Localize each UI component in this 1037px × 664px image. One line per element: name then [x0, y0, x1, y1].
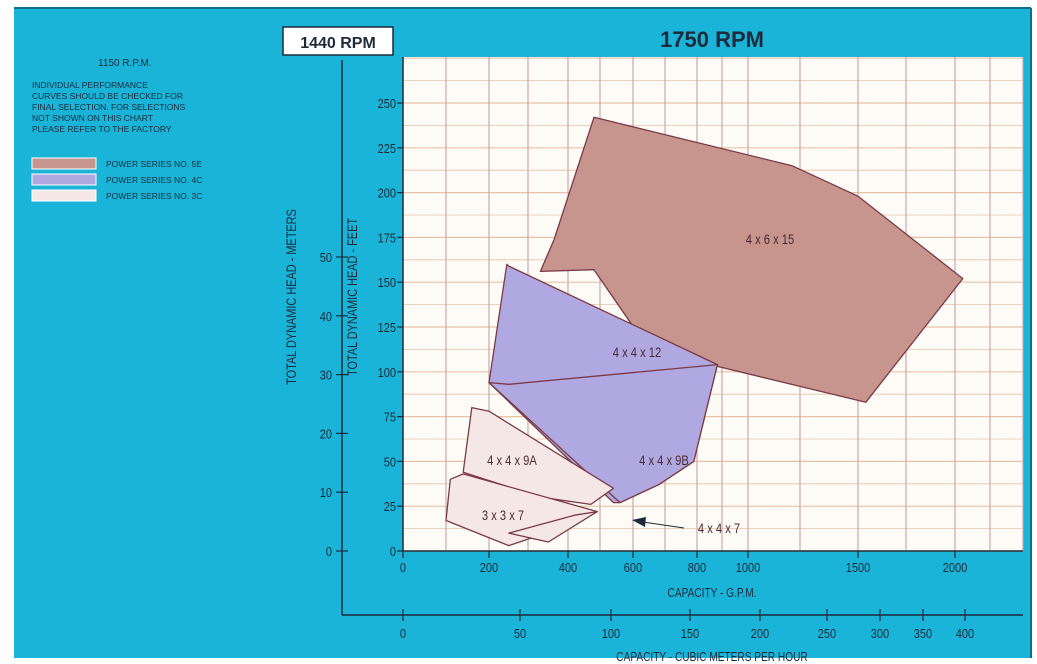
y-tick-label: 150 [378, 275, 397, 290]
note-line: INDIVIDUAL PERFORMANCE [32, 80, 148, 90]
y-tick-label: 175 [378, 231, 397, 246]
region-label: 4 x 4 x 9A [487, 453, 537, 468]
x-tick-label: 200 [480, 560, 499, 575]
x2-tick-label: 300 [871, 626, 890, 641]
performance-regions [445, 116, 964, 547]
y-tick-label: 0 [390, 544, 396, 559]
legend-swatch [31, 157, 97, 170]
y2-tick-label: 10 [320, 485, 333, 500]
y2-tick-label: 0 [326, 544, 332, 559]
x2-axis-label: CAPACITY - CUBIC METERS PER HOUR [616, 650, 807, 664]
region-label: 4 x 4 x 9B [639, 453, 689, 468]
y-axis-label: TOTAL DYNAMIC HEAD - FEET [345, 218, 361, 376]
y-tick-label: 250 [378, 96, 397, 111]
legend-label: POWER SERIES NO. 5E [106, 159, 202, 169]
x2-tick-label: 250 [818, 626, 837, 641]
x-tick-label: 1500 [846, 560, 871, 575]
legend-label: POWER SERIES NO. 3C [106, 191, 202, 201]
note-title: 1150 R.P.M. [98, 58, 152, 69]
region-labels: 4 x 6 x 15 4 x 4 x 12 4 x 4 x 9B 4 x 4 x 9A… [482, 232, 794, 536]
y2-tick-label: 40 [320, 309, 333, 324]
y-tick-label: 200 [378, 186, 397, 201]
y-tick-label: 25 [384, 499, 397, 514]
x2-tick-label: 0 [400, 626, 406, 641]
y2-tick-label: 30 [320, 368, 333, 383]
rpm-title: 1750 RPM [660, 27, 764, 52]
x2-tick-label: 200 [751, 626, 770, 641]
x2-tick-label: 50 [514, 626, 527, 641]
note-line: NOT SHOWN ON THIS CHART [32, 113, 153, 123]
region-label: 4 x 6 x 15 [746, 232, 794, 247]
region-4x4x9A [462, 406, 615, 506]
x-axis-label: CAPACITY - G.P.M. [668, 586, 757, 600]
x-tick-label: 0 [400, 560, 406, 575]
x2-tick-label: 350 [914, 626, 933, 641]
x2-tick-label: 100 [602, 626, 621, 641]
legend-label: POWER SERIES NO. 4C [106, 175, 202, 185]
x-tick-label: 800 [688, 560, 707, 575]
y-tick-label: 75 [384, 410, 397, 425]
y2-tick-label: 20 [320, 427, 333, 442]
x2-tick-label: 150 [681, 626, 700, 641]
x-tick-label: 1000 [736, 560, 761, 575]
y-tick-label: 100 [378, 365, 397, 380]
x-tick-label: 400 [559, 560, 578, 575]
pointer-line [642, 521, 685, 529]
y2-axis-label: TOTAL DYNAMIC HEAD - METERS [284, 209, 300, 385]
legend: POWER SERIES NO. 5E POWER SERIES NO. 4C PO… [31, 157, 202, 202]
region-label: 4 x 4 x 7 [698, 521, 740, 536]
region-label: 4 x 4 x 12 [613, 345, 661, 360]
note-line: CURVES SHOULD BE CHECKED FOR [32, 91, 183, 101]
region-label: 3 x 3 x 7 [482, 508, 524, 523]
note-line: FINAL SELECTION. FOR SELECTIONS [32, 102, 186, 112]
y-tick-label: 225 [378, 141, 397, 156]
rpm-box [282, 26, 394, 56]
note-panel: 1150 R.P.M. INDIVIDUAL PERFORMANCECURVES… [31, 58, 202, 202]
y2-tick-label: 50 [320, 250, 333, 265]
y-tick-label: 125 [378, 320, 397, 335]
pointer-arrowhead [632, 517, 646, 527]
x-tick-label: 2000 [943, 560, 968, 575]
region-4x4x9B [488, 363, 719, 504]
rpm-box-label: 1440 RPM [300, 35, 376, 52]
legend-swatch [31, 173, 97, 186]
x2-tick-label: 400 [956, 626, 975, 641]
y-tick-label: 50 [384, 455, 397, 470]
x-tick-label: 600 [624, 560, 643, 575]
legend-swatch [31, 189, 97, 202]
note-line: PLEASE REFER TO THE FACTORY [32, 124, 172, 134]
region-4x4x7 [508, 510, 598, 543]
